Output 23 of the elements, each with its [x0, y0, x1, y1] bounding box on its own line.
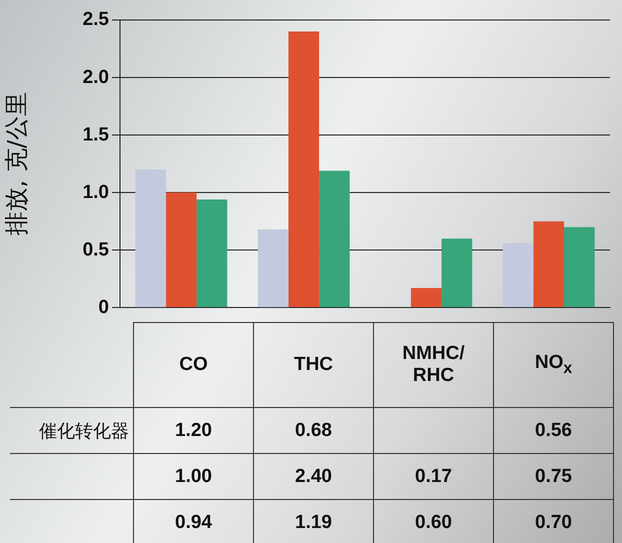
y-tick-label: 1.0: [82, 182, 109, 203]
y-tick-label: 0.5: [82, 239, 110, 260]
data-label: 1.20: [134, 408, 254, 454]
data-label: 1.19: [254, 500, 374, 543]
data-label: 2.40: [254, 454, 374, 500]
x-tick-label: CO: [134, 322, 254, 408]
data-label: 0.56: [494, 408, 614, 454]
text: 催化转化器: [10, 408, 134, 454]
data-label: 0.17: [374, 454, 494, 500]
data-label: 0.94: [134, 500, 254, 543]
data-label: 1.00: [134, 454, 254, 500]
y-tick-label: 2.0: [82, 66, 109, 88]
data-label: 0.68: [254, 408, 374, 454]
x-tick-label: NMHC/ RHC: [374, 322, 494, 408]
x-tick-label: NO$_{x}$: [494, 322, 614, 408]
y-tick-label: 0: [98, 296, 109, 318]
data-label: 0.70: [494, 500, 614, 543]
y-tick-label: 1.5: [82, 124, 110, 146]
y-axis-title: 排放, 克/公里: [2, 92, 31, 236]
y-tick-label: 2.5: [82, 9, 110, 30]
data-label: 0.75: [494, 454, 614, 500]
x-tick-label: THC: [254, 322, 374, 408]
data-label: 0.60: [374, 500, 494, 543]
